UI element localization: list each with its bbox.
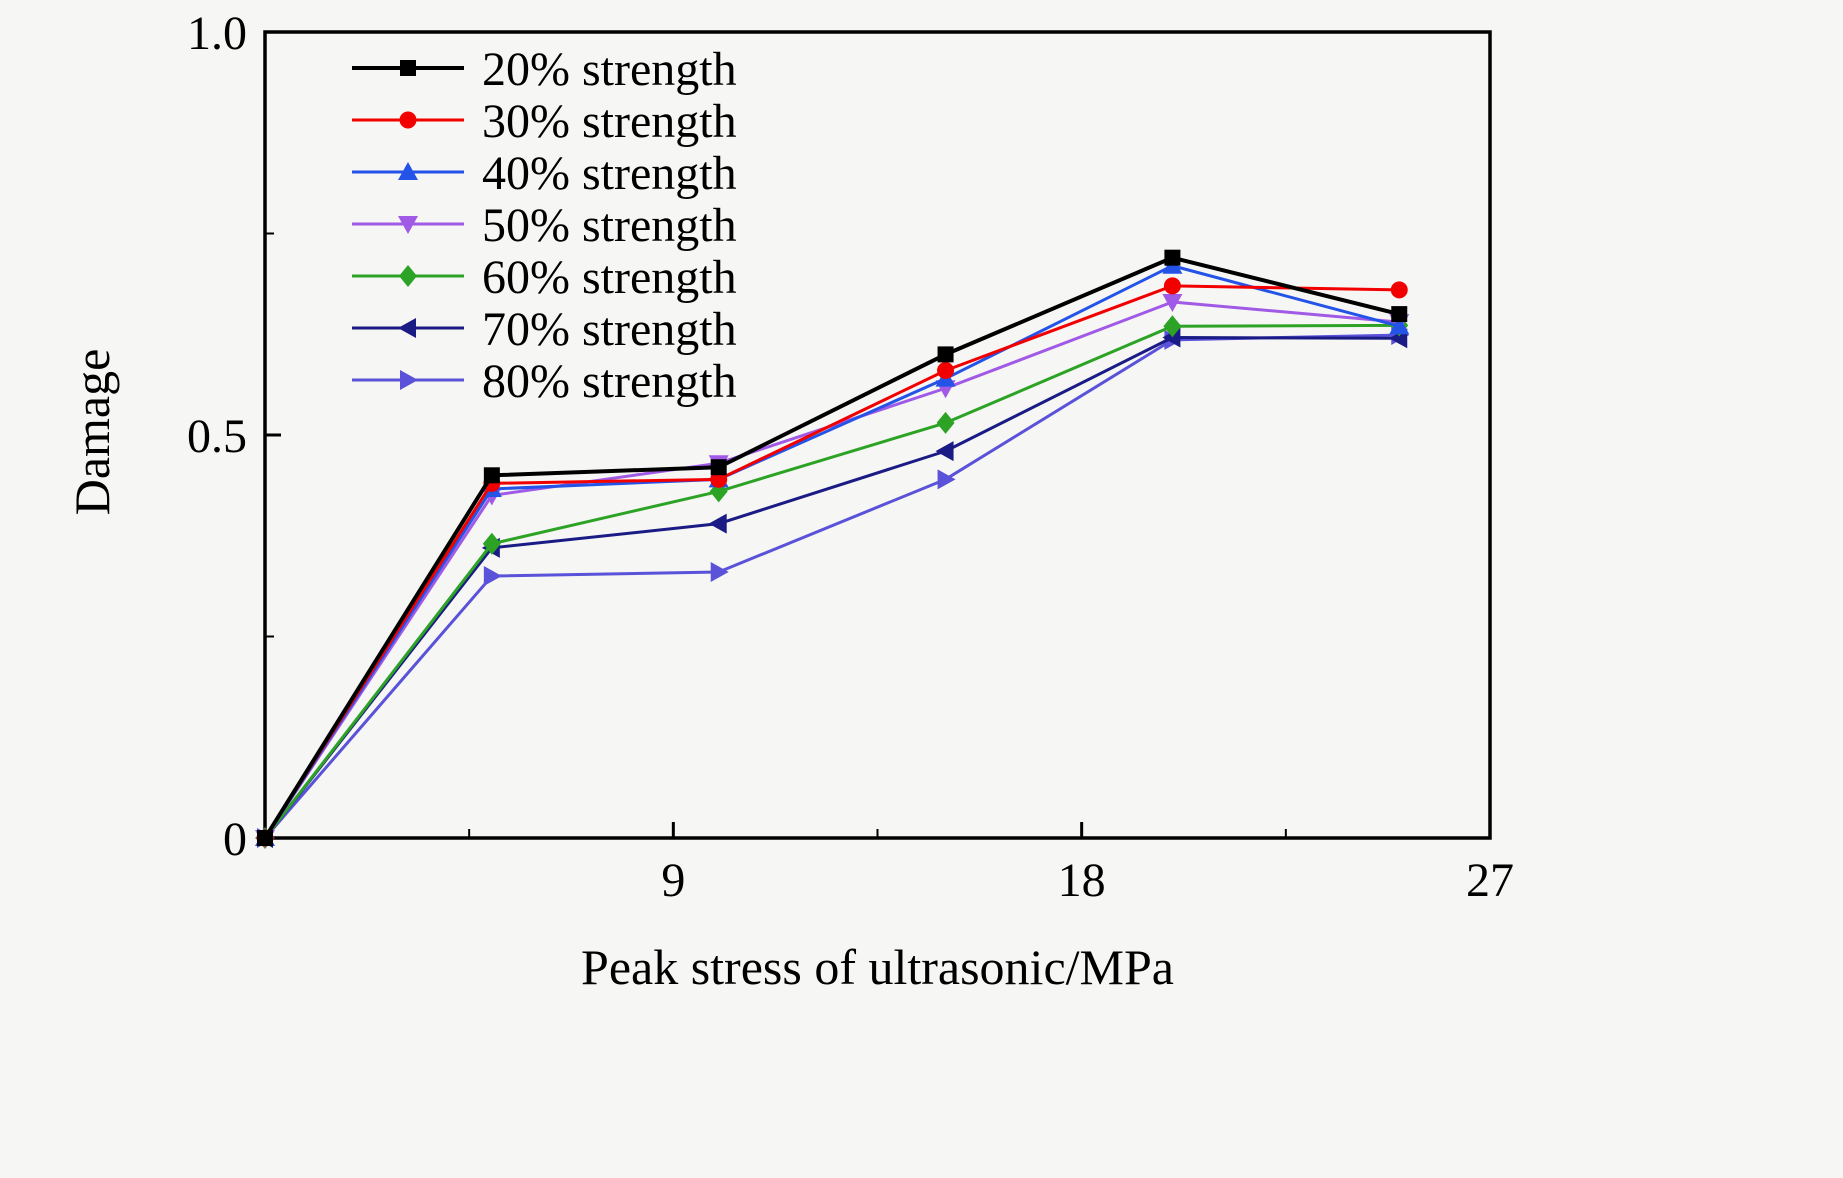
tick-labels: 9 18 27 0 0.5 1.0: [187, 7, 1514, 907]
x-tick-label: 9: [661, 854, 685, 907]
series-line: [263, 323, 1400, 839]
legend-label: 70% strength: [482, 303, 737, 356]
legend-item-80-strength: 80% strength: [352, 355, 737, 408]
square-marker: [710, 459, 727, 476]
legend-item-30-strength: 30% strength: [352, 95, 737, 148]
triangle-right-marker: [483, 566, 502, 587]
series-line: [263, 335, 1400, 839]
legend-label: 50% strength: [482, 199, 737, 252]
legend-item-60-strength: 60% strength: [352, 251, 737, 304]
triangle-left-marker: [935, 441, 954, 462]
y-tick-label: 0.5: [187, 410, 247, 463]
y-tick-label: 1.0: [187, 7, 247, 60]
legend-label: 60% strength: [482, 251, 737, 304]
diamond-marker: [936, 411, 955, 434]
x-tick-label: 27: [1466, 854, 1514, 907]
legend-item-50-strength: 50% strength: [352, 199, 737, 252]
series-line: [263, 255, 1400, 840]
diamond-marker: [482, 532, 501, 555]
series-40-strength: [255, 255, 1410, 846]
triangle-right-marker: [710, 562, 729, 583]
plot-frame: [263, 30, 1492, 840]
circle-marker: [937, 362, 955, 380]
x-axis-title: Peak stress of ultrasonic/MPa: [581, 939, 1174, 995]
circle-marker: [1163, 277, 1181, 295]
series-line: [263, 264, 1400, 839]
triangle-left-marker: [398, 318, 416, 338]
series-layer: [255, 249, 1410, 849]
triangle-down-marker: [398, 216, 418, 234]
legend-label: 40% strength: [482, 147, 737, 200]
triangle-right-marker: [937, 469, 956, 490]
square-marker: [400, 60, 416, 76]
square-marker: [1164, 249, 1181, 266]
triangle-left-marker: [708, 513, 727, 534]
legend-item-40-strength: 40% strength: [352, 147, 737, 200]
legend-item-20-strength: 20% strength: [352, 43, 737, 96]
triangle-right-marker: [400, 370, 418, 390]
triangle-up-marker: [1389, 316, 1410, 335]
circle-marker: [399, 111, 417, 129]
square-marker: [937, 346, 954, 363]
axis-ticks: [265, 30, 1492, 840]
diamond-marker: [1163, 315, 1182, 338]
triangle-up-marker: [398, 162, 418, 180]
series-line: [263, 284, 1400, 839]
square-marker: [257, 830, 273, 846]
legend-label: 80% strength: [482, 355, 737, 408]
series-20-strength: [257, 249, 1408, 846]
square-marker: [483, 467, 500, 484]
legend-item-70-strength: 70% strength: [352, 303, 737, 356]
diamond-marker: [399, 265, 417, 287]
triangle-down-marker: [1162, 294, 1183, 313]
x-tick-label: 18: [1058, 854, 1106, 907]
y-axis-title: Damage: [64, 348, 120, 516]
legend-label: 30% strength: [482, 95, 737, 148]
y-tick-label: 0: [223, 813, 247, 866]
square-marker: [1391, 306, 1408, 323]
series-30-strength: [256, 277, 1408, 847]
series-50-strength: [255, 294, 1410, 848]
circle-marker: [1390, 281, 1408, 299]
legend-label: 20% strength: [482, 43, 737, 96]
